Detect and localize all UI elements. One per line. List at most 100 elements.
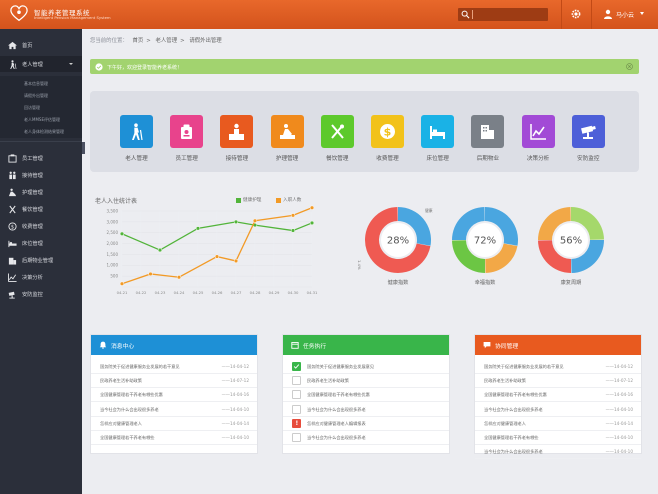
quick-link-tile[interactable] bbox=[220, 115, 254, 148]
quick-link-item[interactable]: 员工管理 bbox=[167, 115, 207, 162]
data-point[interactable] bbox=[309, 220, 315, 226]
row-text[interactable]: 怎样应对健康管理老人 bbox=[100, 420, 142, 426]
data-point[interactable] bbox=[119, 281, 125, 286]
subnav-item[interactable]: 请假外出管理 bbox=[24, 93, 48, 98]
breadcrumb-item-elder[interactable]: 老人管理 bbox=[155, 38, 178, 44]
subnav-item[interactable]: 老人MMSE评估管理 bbox=[24, 117, 60, 122]
row-text[interactable]: 国务院关于促进健康服务业发展的若干意见 bbox=[100, 364, 180, 369]
list-item[interactable]: 全国健康管理若干养老有哪些 ——14-04-10 bbox=[475, 430, 641, 445]
list-item[interactable]: 全国健康管理若干养老有哪些优惠 ——14-04-16 bbox=[475, 387, 641, 403]
data-point[interactable] bbox=[233, 219, 239, 225]
warning-icon[interactable]: ! bbox=[292, 418, 301, 428]
data-point[interactable] bbox=[290, 228, 296, 233]
row-text[interactable]: 怎样应对健康管理老人 bbox=[484, 420, 526, 426]
data-point[interactable] bbox=[309, 205, 315, 210]
row-text[interactable]: 全国健康管理若干养老有哪些 bbox=[100, 435, 155, 440]
quick-link-tile[interactable] bbox=[571, 115, 605, 148]
row-text[interactable]: 民政养老生活补助政策 bbox=[307, 378, 349, 384]
row-text[interactable]: 当今社会为什么会出现很多养老 bbox=[307, 435, 366, 440]
quick-link-item[interactable]: 护理管理 bbox=[267, 115, 307, 162]
sidebar-item-elder[interactable]: 老人管理 bbox=[0, 56, 82, 72]
quick-link-item[interactable]: $ 收费管理 bbox=[368, 115, 408, 162]
breadcrumb-item-home[interactable]: 首页 bbox=[132, 38, 144, 44]
quick-link-tile[interactable] bbox=[120, 115, 153, 148]
row-text[interactable]: 国务院关于促进健康服务业发展意见 bbox=[307, 364, 375, 369]
task-row[interactable]: 全国健康管理若干养老有哪些优惠 bbox=[283, 387, 449, 403]
row-text[interactable]: 全国健康管理若干养老有哪些优惠 bbox=[484, 392, 547, 398]
list-item[interactable]: 当今社会为什么会出现很多养老 ——14-04-10 bbox=[91, 402, 257, 417]
user-icon[interactable] bbox=[603, 9, 613, 19]
user-name[interactable]: 马小云 bbox=[616, 12, 635, 19]
close-icon[interactable] bbox=[626, 63, 633, 70]
list-item[interactable]: 民政养老生活补助政策 ——14-07-12 bbox=[91, 373, 257, 389]
quick-link-tile[interactable] bbox=[320, 115, 354, 148]
data-point[interactable] bbox=[252, 218, 258, 223]
task-checkbox[interactable] bbox=[292, 376, 301, 386]
quick-link-item[interactable]: 餐饮管理 bbox=[317, 115, 357, 162]
data-point[interactable] bbox=[214, 254, 220, 259]
task-checkbox[interactable] bbox=[292, 404, 301, 414]
quick-link-tile[interactable] bbox=[471, 115, 505, 148]
quick-link-item[interactable]: 老人管理 bbox=[117, 115, 157, 162]
row-text[interactable]: 当今社会为什么会出现很多养老 bbox=[484, 406, 543, 412]
sidebar-item-home[interactable]: 首页 bbox=[0, 37, 82, 53]
data-point[interactable] bbox=[148, 271, 153, 277]
quick-link-item[interactable]: 床位管理 bbox=[418, 115, 458, 162]
task-checkbox[interactable] bbox=[292, 390, 301, 400]
task-row[interactable]: 当今社会为什么会出现很多养老 bbox=[283, 402, 449, 417]
data-point[interactable] bbox=[176, 275, 182, 280]
sidebar-item-dining[interactable]: 餐饮管理 bbox=[0, 201, 82, 217]
sidebar-item-reception[interactable]: 接待管理 bbox=[0, 167, 82, 183]
row-text[interactable]: 全国健康管理若干养老有哪些优惠 bbox=[307, 392, 370, 398]
quick-link-tile[interactable] bbox=[170, 115, 204, 148]
task-row[interactable]: ! 怎样应对健康管理老人编辑报表 bbox=[283, 416, 449, 431]
search-icon[interactable] bbox=[461, 10, 470, 19]
row-text[interactable]: 民政养老生活补助政策 bbox=[100, 378, 142, 384]
subnav-item[interactable]: 老人身体检测结果管理 bbox=[24, 129, 64, 134]
list-item[interactable]: 国务院关于促进健康服务业发展的若干意见 ——14-04-12 bbox=[475, 359, 641, 374]
quick-link-tile[interactable] bbox=[270, 115, 304, 148]
list-item[interactable]: 全国健康管理若干养老有哪些优惠 ——14-04-16 bbox=[91, 387, 257, 403]
sidebar-item-analysis[interactable]: 决策分析 bbox=[0, 269, 82, 285]
quick-link-item[interactable]: 后期物业 bbox=[468, 115, 508, 162]
sidebar-item-bed[interactable]: 床位管理 bbox=[0, 235, 82, 251]
sidebar-item-nursing[interactable]: 护理管理 bbox=[0, 184, 82, 200]
data-point[interactable] bbox=[195, 226, 201, 231]
subnav-item[interactable]: 基本信息管理 bbox=[24, 81, 48, 86]
data-point[interactable] bbox=[290, 213, 296, 218]
list-item[interactable]: 怎样应对健康管理老人 ——14-04-14 bbox=[475, 416, 641, 431]
list-item[interactable]: 国务院关于促进健康服务业发展的若干意见 ——14-04-12 bbox=[91, 359, 257, 374]
check-icon[interactable] bbox=[292, 362, 301, 371]
sidebar-item-security[interactable]: 安防监控 bbox=[0, 286, 82, 302]
search-box[interactable] bbox=[458, 8, 548, 21]
data-point[interactable] bbox=[119, 231, 125, 236]
quick-link-tile[interactable] bbox=[421, 115, 455, 148]
list-item[interactable]: 怎样应对健康管理老人 ——14-04-14 bbox=[91, 416, 257, 431]
row-text[interactable]: 当今社会为什么会出现很多养老 bbox=[100, 406, 159, 412]
data-point[interactable] bbox=[233, 258, 239, 264]
quick-link-item[interactable]: 决策分析 bbox=[518, 115, 558, 162]
gear-icon[interactable] bbox=[570, 8, 582, 20]
subnav-item[interactable]: 回访管理 bbox=[24, 105, 40, 110]
row-text[interactable]: 民政养老生活补助政策 bbox=[484, 378, 526, 384]
sidebar-item-property[interactable]: 后期物业管理 bbox=[0, 252, 82, 268]
sidebar-item-charge[interactable]: $ 收费管理 bbox=[0, 218, 82, 234]
quick-link-tile[interactable]: $ bbox=[371, 115, 404, 148]
search-input[interactable] bbox=[472, 10, 544, 19]
task-row[interactable]: 当今社会为什么会出现很多养老 bbox=[283, 430, 449, 445]
row-text[interactable]: 全国健康管理若干养老有哪些优惠 bbox=[100, 392, 163, 398]
list-item[interactable]: 全国健康管理若干养老有哪些 ——14-04-10 bbox=[91, 430, 257, 445]
sidebar-collapse-handle[interactable] bbox=[82, 142, 85, 154]
sidebar-item-staff[interactable]: 员工管理 bbox=[0, 150, 82, 166]
task-row[interactable]: 国务院关于促进健康服务业发展意见 bbox=[283, 359, 449, 374]
quick-link-tile[interactable] bbox=[521, 115, 555, 148]
row-text[interactable]: 怎样应对健康管理老人编辑报表 bbox=[307, 420, 366, 426]
row-text[interactable]: 国务院关于促进健康服务业发展的若干意见 bbox=[484, 364, 564, 369]
task-checkbox[interactable] bbox=[292, 433, 301, 442]
row-text[interactable]: 全国健康管理若干养老有哪些 bbox=[484, 435, 539, 440]
list-item[interactable]: 当今社会为什么会出现很多养老 ——14-04-10 bbox=[475, 402, 641, 417]
row-text[interactable]: 当今社会为什么会出现很多养老 bbox=[484, 449, 543, 455]
task-row[interactable]: 民政养老生活补助政策 bbox=[283, 373, 449, 389]
chevron-down-icon[interactable] bbox=[640, 12, 644, 15]
quick-link-item[interactable]: 接待管理 bbox=[217, 115, 257, 162]
